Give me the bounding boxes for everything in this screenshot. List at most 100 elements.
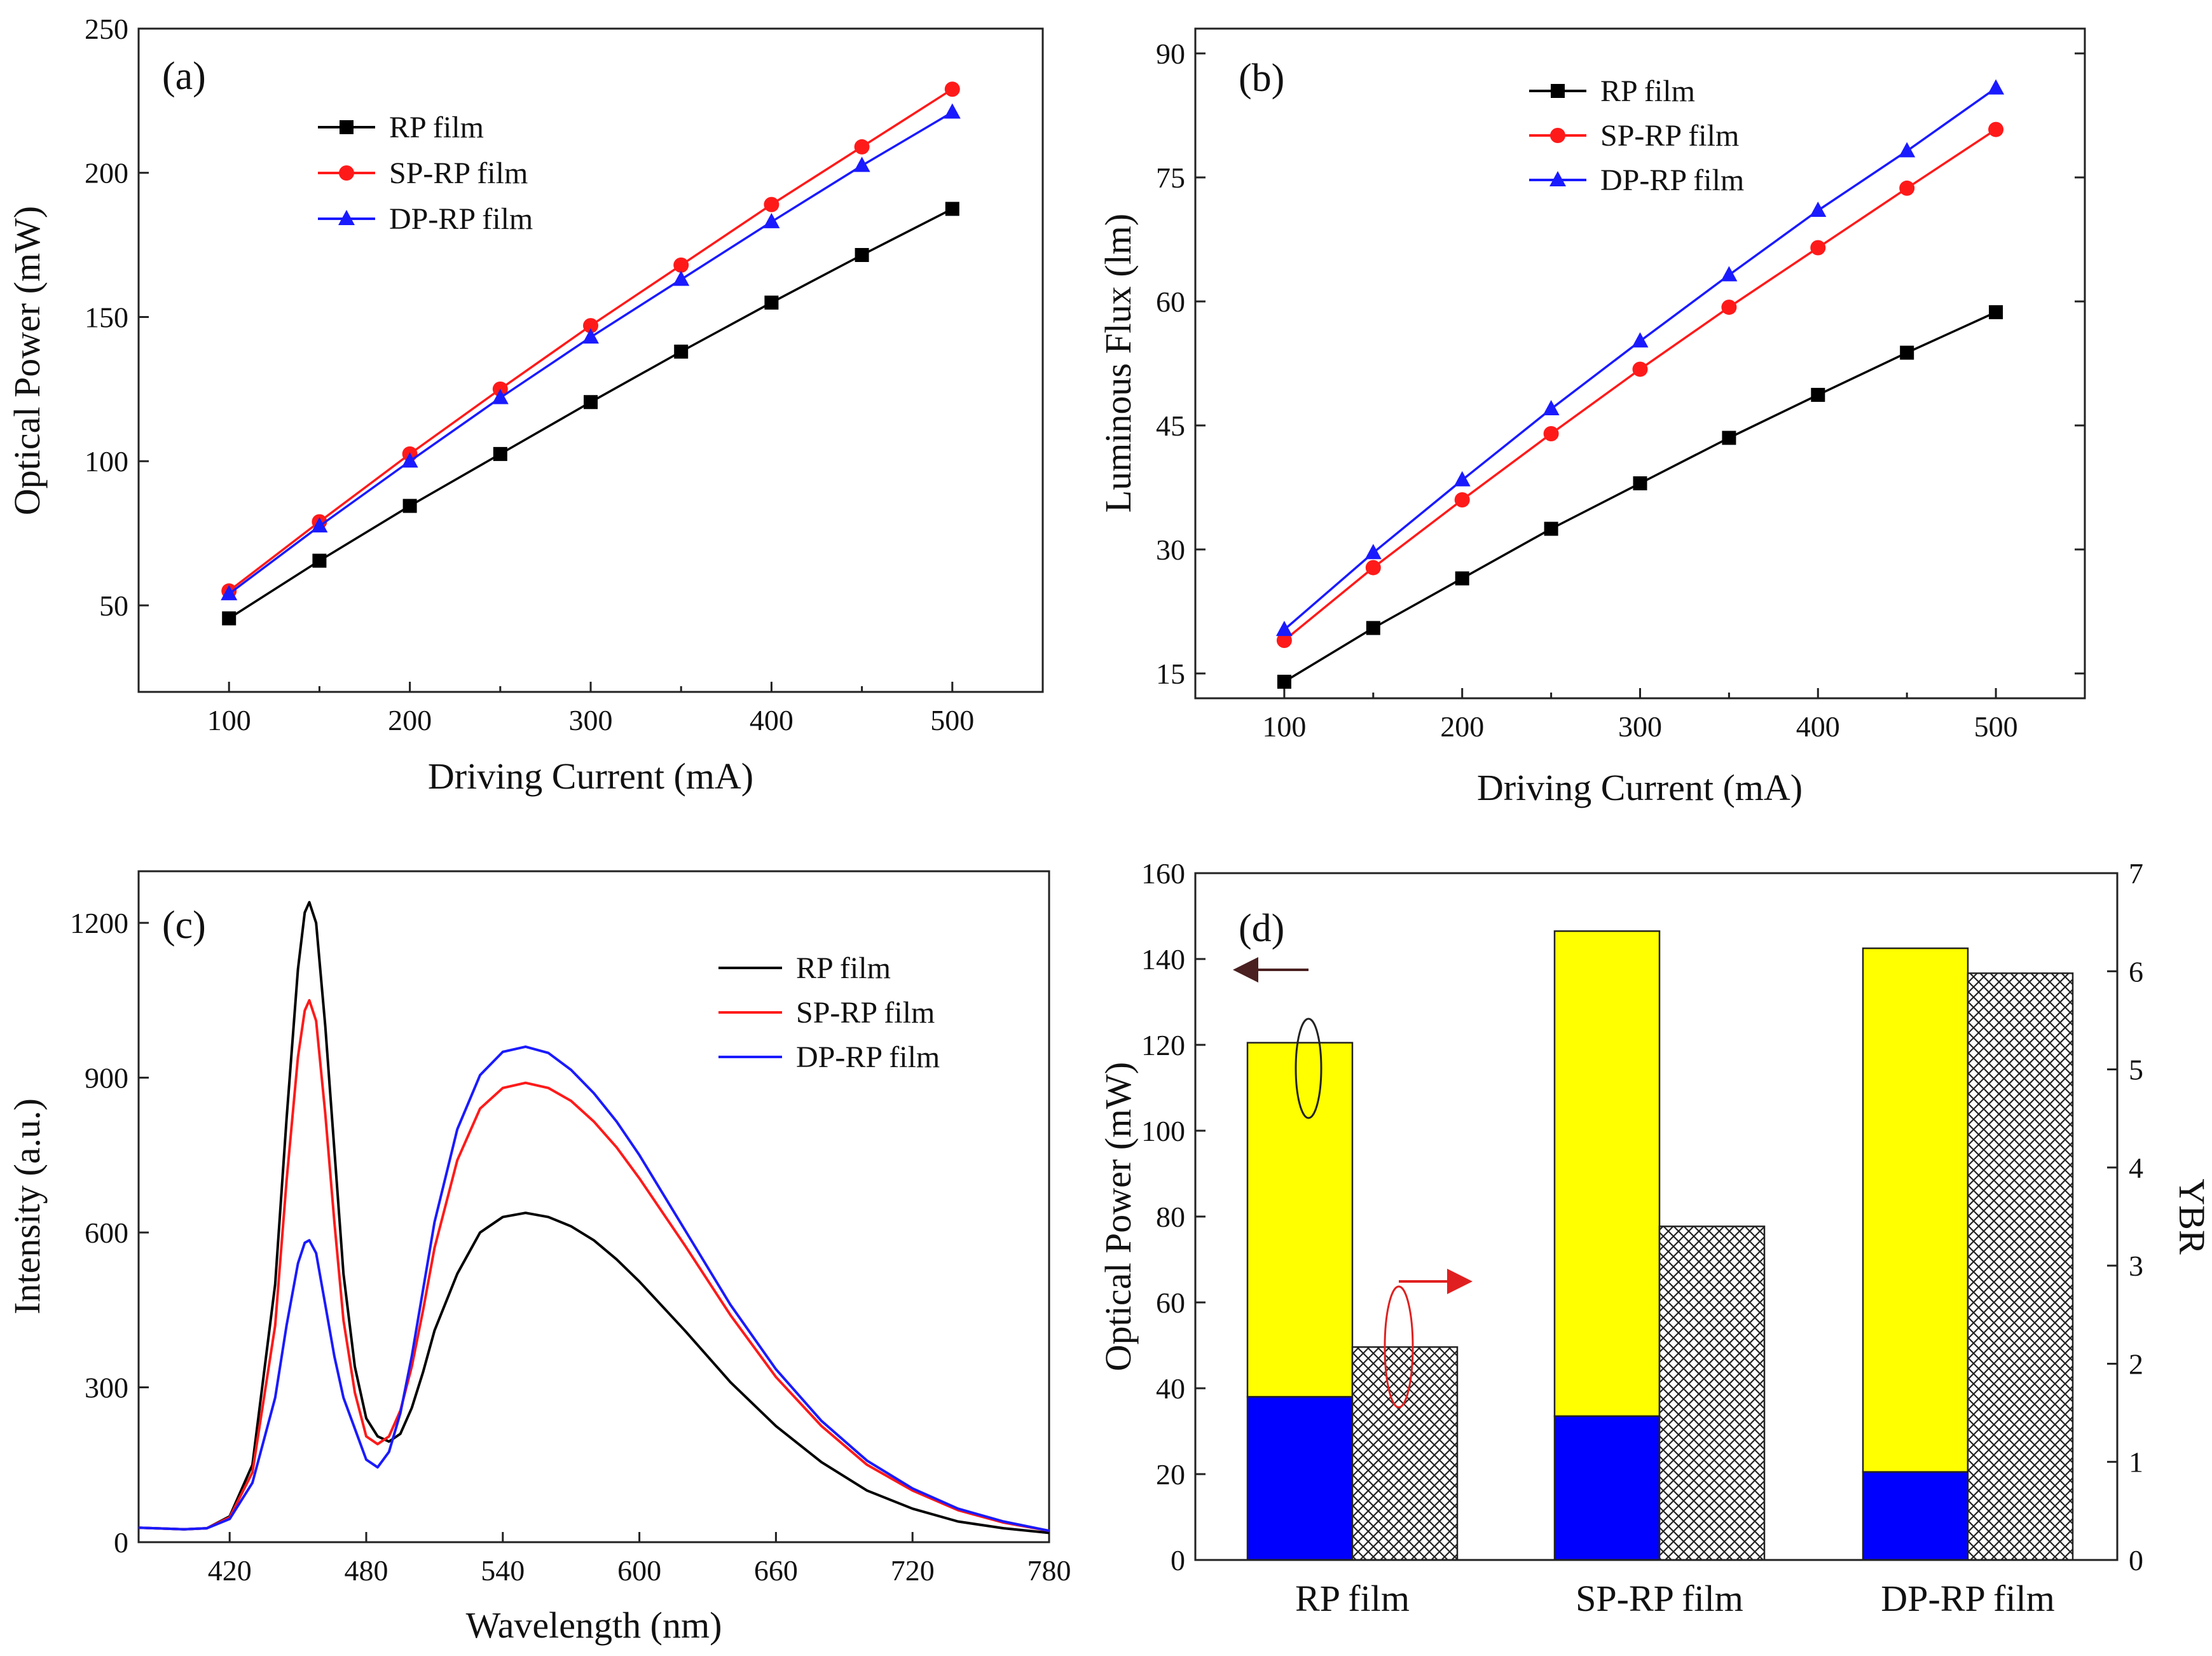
data-point — [764, 295, 779, 310]
legend-label: DP-RP film — [389, 202, 533, 236]
y2-tick-label: 0 — [2129, 1544, 2143, 1577]
data-point — [1632, 332, 1649, 348]
x-tick-label: 480 — [345, 1554, 388, 1587]
series-line-rp-film — [138, 900, 1050, 1535]
y-tick-label: 75 — [1156, 162, 1185, 194]
data-point — [763, 212, 780, 228]
y-tick-label: 100 — [1141, 1115, 1185, 1147]
data-point — [1365, 560, 1381, 576]
category-label: DP-RP film — [1881, 1578, 2054, 1619]
data-point — [1542, 400, 1560, 415]
legend-label: RP film — [1600, 74, 1695, 108]
y-tick-label: 120 — [1141, 1029, 1185, 1061]
y-tick-label: 90 — [1156, 38, 1185, 70]
panel-a-legend: RP film SP-RP film DP-RP film — [318, 111, 533, 236]
y2-tick-label: 1 — [2129, 1446, 2143, 1479]
y2-tick-label: 2 — [2129, 1348, 2143, 1380]
y2-tick-label: 5 — [2129, 1054, 2143, 1086]
y-tick-label: 50 — [99, 590, 128, 622]
data-point — [1277, 675, 1291, 689]
panel-b-legend: RP film SP-RP film DP-RP film — [1529, 74, 1744, 197]
data-point — [583, 318, 598, 334]
panel-b-label: (b) — [1239, 57, 1284, 100]
bar-total-optical-power — [1553, 930, 1661, 1418]
data-point — [584, 395, 598, 410]
x-tick-label: 300 — [1618, 710, 1662, 743]
panel-d-ticks: RP film SP-RP film DP-RP film0204060801001… — [1141, 857, 2143, 1619]
series-line-sp-rp-film — [138, 998, 1050, 1533]
y-tick-label: 150 — [85, 301, 128, 333]
panel-b-ticks: 100 200 300 400 500 15 30 45 60 75 90 — [1156, 38, 2085, 743]
data-point — [1364, 544, 1382, 560]
data-point — [853, 156, 870, 172]
panel-d-bars — [1246, 930, 2074, 1561]
panel-a-ticks: 100 200 300 400 500 50 100 150 200 250 — [85, 13, 974, 736]
x-tick-label: 200 — [388, 704, 432, 736]
series-line-rp-film — [228, 207, 953, 619]
data-point — [493, 446, 507, 461]
data-point — [1988, 79, 2005, 95]
data-point — [1275, 621, 1293, 637]
panel-b-ylabel: Luminous Flux (lm) — [1097, 214, 1139, 513]
y-tick-label: 160 — [1141, 857, 1185, 890]
panel-b-xlabel: Driving Current (mA) — [1477, 767, 1803, 808]
y-tick-label: 140 — [1141, 943, 1185, 976]
data-point — [674, 344, 689, 359]
y-tick-label: 20 — [1156, 1458, 1185, 1491]
panel-b-series — [1275, 79, 2005, 689]
data-point — [1988, 121, 2004, 137]
data-point — [312, 553, 327, 568]
panel-c-frame — [137, 870, 1050, 1543]
data-point — [1721, 266, 1738, 282]
panel-d-ylabel: Optical Power (mW) — [1097, 1062, 1139, 1371]
y-tick-label: 30 — [1156, 534, 1185, 566]
x-tick-label: 660 — [754, 1554, 798, 1587]
y-tick-label: 600 — [85, 1217, 128, 1249]
data-point — [1543, 426, 1559, 441]
panel-c-label: (c) — [162, 904, 206, 947]
data-point — [582, 328, 599, 344]
x-tick-label: 600 — [617, 1554, 661, 1587]
y-tick-label: 40 — [1156, 1372, 1185, 1405]
y-tick-label: 100 — [85, 445, 128, 478]
y-tick-label: 250 — [85, 13, 128, 45]
data-point — [1810, 240, 1826, 256]
y-tick-label: 900 — [85, 1062, 128, 1094]
data-point — [1899, 180, 1915, 196]
x-tick-label: 500 — [930, 704, 974, 736]
x-tick-label: 500 — [1974, 710, 2018, 743]
y2-tick-label: 6 — [2129, 955, 2143, 988]
bar-ybr — [1658, 1225, 1766, 1561]
panel-c-ylabel: Intensity (a.u.) — [6, 1098, 48, 1314]
data-point — [401, 452, 418, 468]
y2-tick-label: 4 — [2129, 1152, 2143, 1184]
data-point — [1632, 361, 1648, 377]
y2-tick-label: 3 — [2129, 1250, 2143, 1282]
category-label: RP film — [1295, 1578, 1410, 1619]
panel-a-frame — [137, 27, 1044, 693]
x-tick-label: 720 — [891, 1554, 935, 1587]
data-point — [855, 247, 869, 262]
panel-c-legend: RP film SP-RP film DP-RP film — [718, 951, 940, 1074]
data-point — [1810, 202, 1827, 217]
data-point — [1544, 521, 1558, 536]
x-tick-label: 400 — [750, 704, 793, 736]
y-tick-label: 0 — [114, 1526, 128, 1559]
data-point — [1989, 305, 2003, 319]
panel-c-series — [138, 900, 1050, 1535]
y-tick-label: 60 — [1156, 1287, 1185, 1319]
panel-a-ylabel: Optical Power (mW) — [6, 206, 48, 515]
data-point — [1276, 633, 1292, 648]
data-point — [673, 270, 690, 286]
data-point — [1900, 345, 1914, 360]
bar-total-optical-power — [1862, 947, 1969, 1473]
legend-label: RP film — [796, 951, 891, 985]
data-point — [491, 389, 509, 404]
panel-c-chart: 420 480 540 600 660 720 780 0 300 600 900 1200 RP f… — [6, 870, 1071, 1646]
x-tick-label: 300 — [569, 704, 613, 736]
data-point — [1721, 300, 1737, 315]
data-point — [1366, 621, 1380, 635]
x-tick-label: 420 — [208, 1554, 252, 1587]
legend-marker — [1549, 171, 1566, 186]
